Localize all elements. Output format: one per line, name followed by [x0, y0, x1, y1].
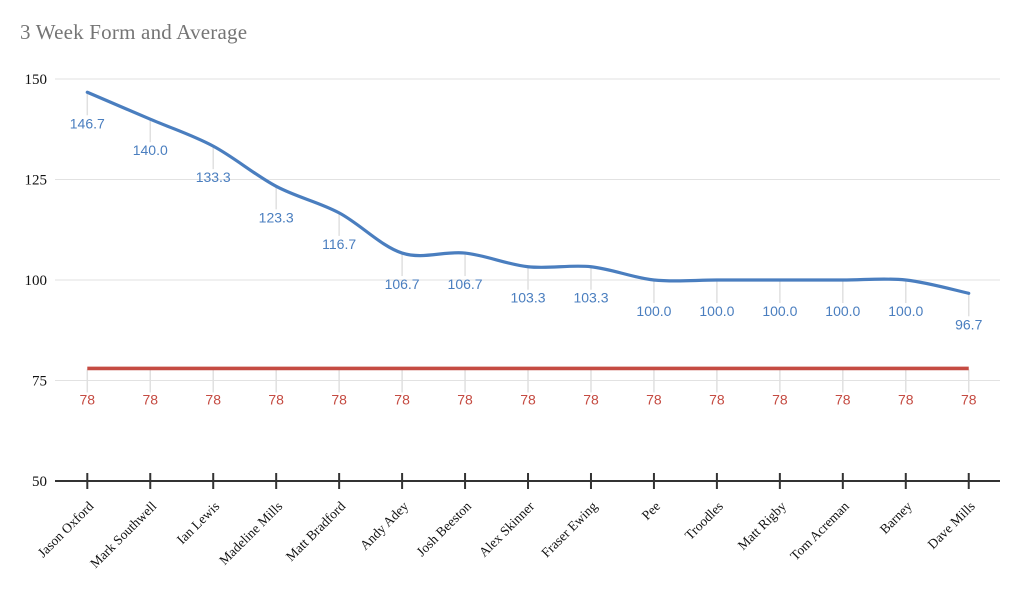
- x-axis-label: Tom Acreman: [787, 498, 852, 563]
- form-data-label: 103.3: [573, 290, 608, 306]
- x-axis-label: Andy Adey: [357, 498, 412, 553]
- x-axis-label: Madeline Mills: [216, 499, 285, 568]
- y-axis-label: 75: [32, 374, 47, 390]
- x-axis-label: Mark Southwell: [87, 498, 160, 571]
- x-axis-label: Alex Skinner: [476, 498, 538, 560]
- average-data-label: 78: [520, 391, 536, 407]
- y-axis-label: 150: [25, 72, 48, 88]
- form-data-label: 100.0: [636, 303, 671, 319]
- average-data-label: 78: [835, 391, 851, 407]
- form-data-label: 100.0: [762, 303, 797, 319]
- average-data-label: 78: [205, 391, 221, 407]
- x-axis-label: Josh Beeston: [413, 498, 474, 559]
- average-data-label: 78: [331, 391, 347, 407]
- x-axis-label: Ian Lewis: [174, 499, 223, 548]
- form-series-line: [85, 90, 971, 295]
- form-data-label: 100.0: [825, 303, 860, 319]
- x-axis-label: Fraser Ewing: [538, 498, 600, 560]
- form-data-label: 116.7: [322, 236, 356, 252]
- y-axis-label: 50: [32, 474, 47, 490]
- average-data-label: 78: [142, 391, 158, 407]
- x-axis-label: Matt Rigby: [735, 498, 790, 553]
- form-data-label: 133.3: [196, 169, 231, 185]
- y-axis-label: 125: [25, 173, 48, 189]
- x-axis-label: Jason Oxford: [35, 498, 97, 560]
- average-data-label: 78: [583, 391, 599, 407]
- form-data-label: 100.0: [699, 303, 734, 319]
- x-axis-label: Pee: [639, 499, 663, 523]
- form-data-label: 106.7: [448, 276, 483, 292]
- form-data-label: 103.3: [510, 290, 545, 306]
- x-axis-label: Matt Bradford: [283, 498, 349, 564]
- average-data-label: 78: [961, 391, 977, 407]
- form-data-label: 100.0: [888, 303, 923, 319]
- x-axis-label: Dave Mills: [925, 499, 978, 552]
- y-axis-label: 100: [25, 273, 48, 289]
- chart-title: 3 Week Form and Average: [20, 20, 248, 44]
- form-data-label: 123.3: [259, 209, 294, 225]
- form-data-label: 96.7: [955, 316, 982, 332]
- average-data-label: 78: [646, 391, 662, 407]
- x-axis-label: Barney: [877, 498, 915, 536]
- form-data-label: 146.7: [70, 115, 105, 131]
- average-data-label: 78: [268, 391, 284, 407]
- average-data-label: 78: [457, 391, 473, 407]
- form-data-label: 106.7: [385, 276, 420, 292]
- average-data-label: 78: [80, 391, 96, 407]
- average-data-label: 78: [898, 391, 914, 407]
- average-data-label: 78: [709, 391, 725, 407]
- average-data-label: 78: [772, 391, 788, 407]
- form-data-label: 140.0: [133, 142, 168, 158]
- average-data-label: 78: [394, 391, 410, 407]
- x-axis-label: Troodles: [682, 499, 726, 543]
